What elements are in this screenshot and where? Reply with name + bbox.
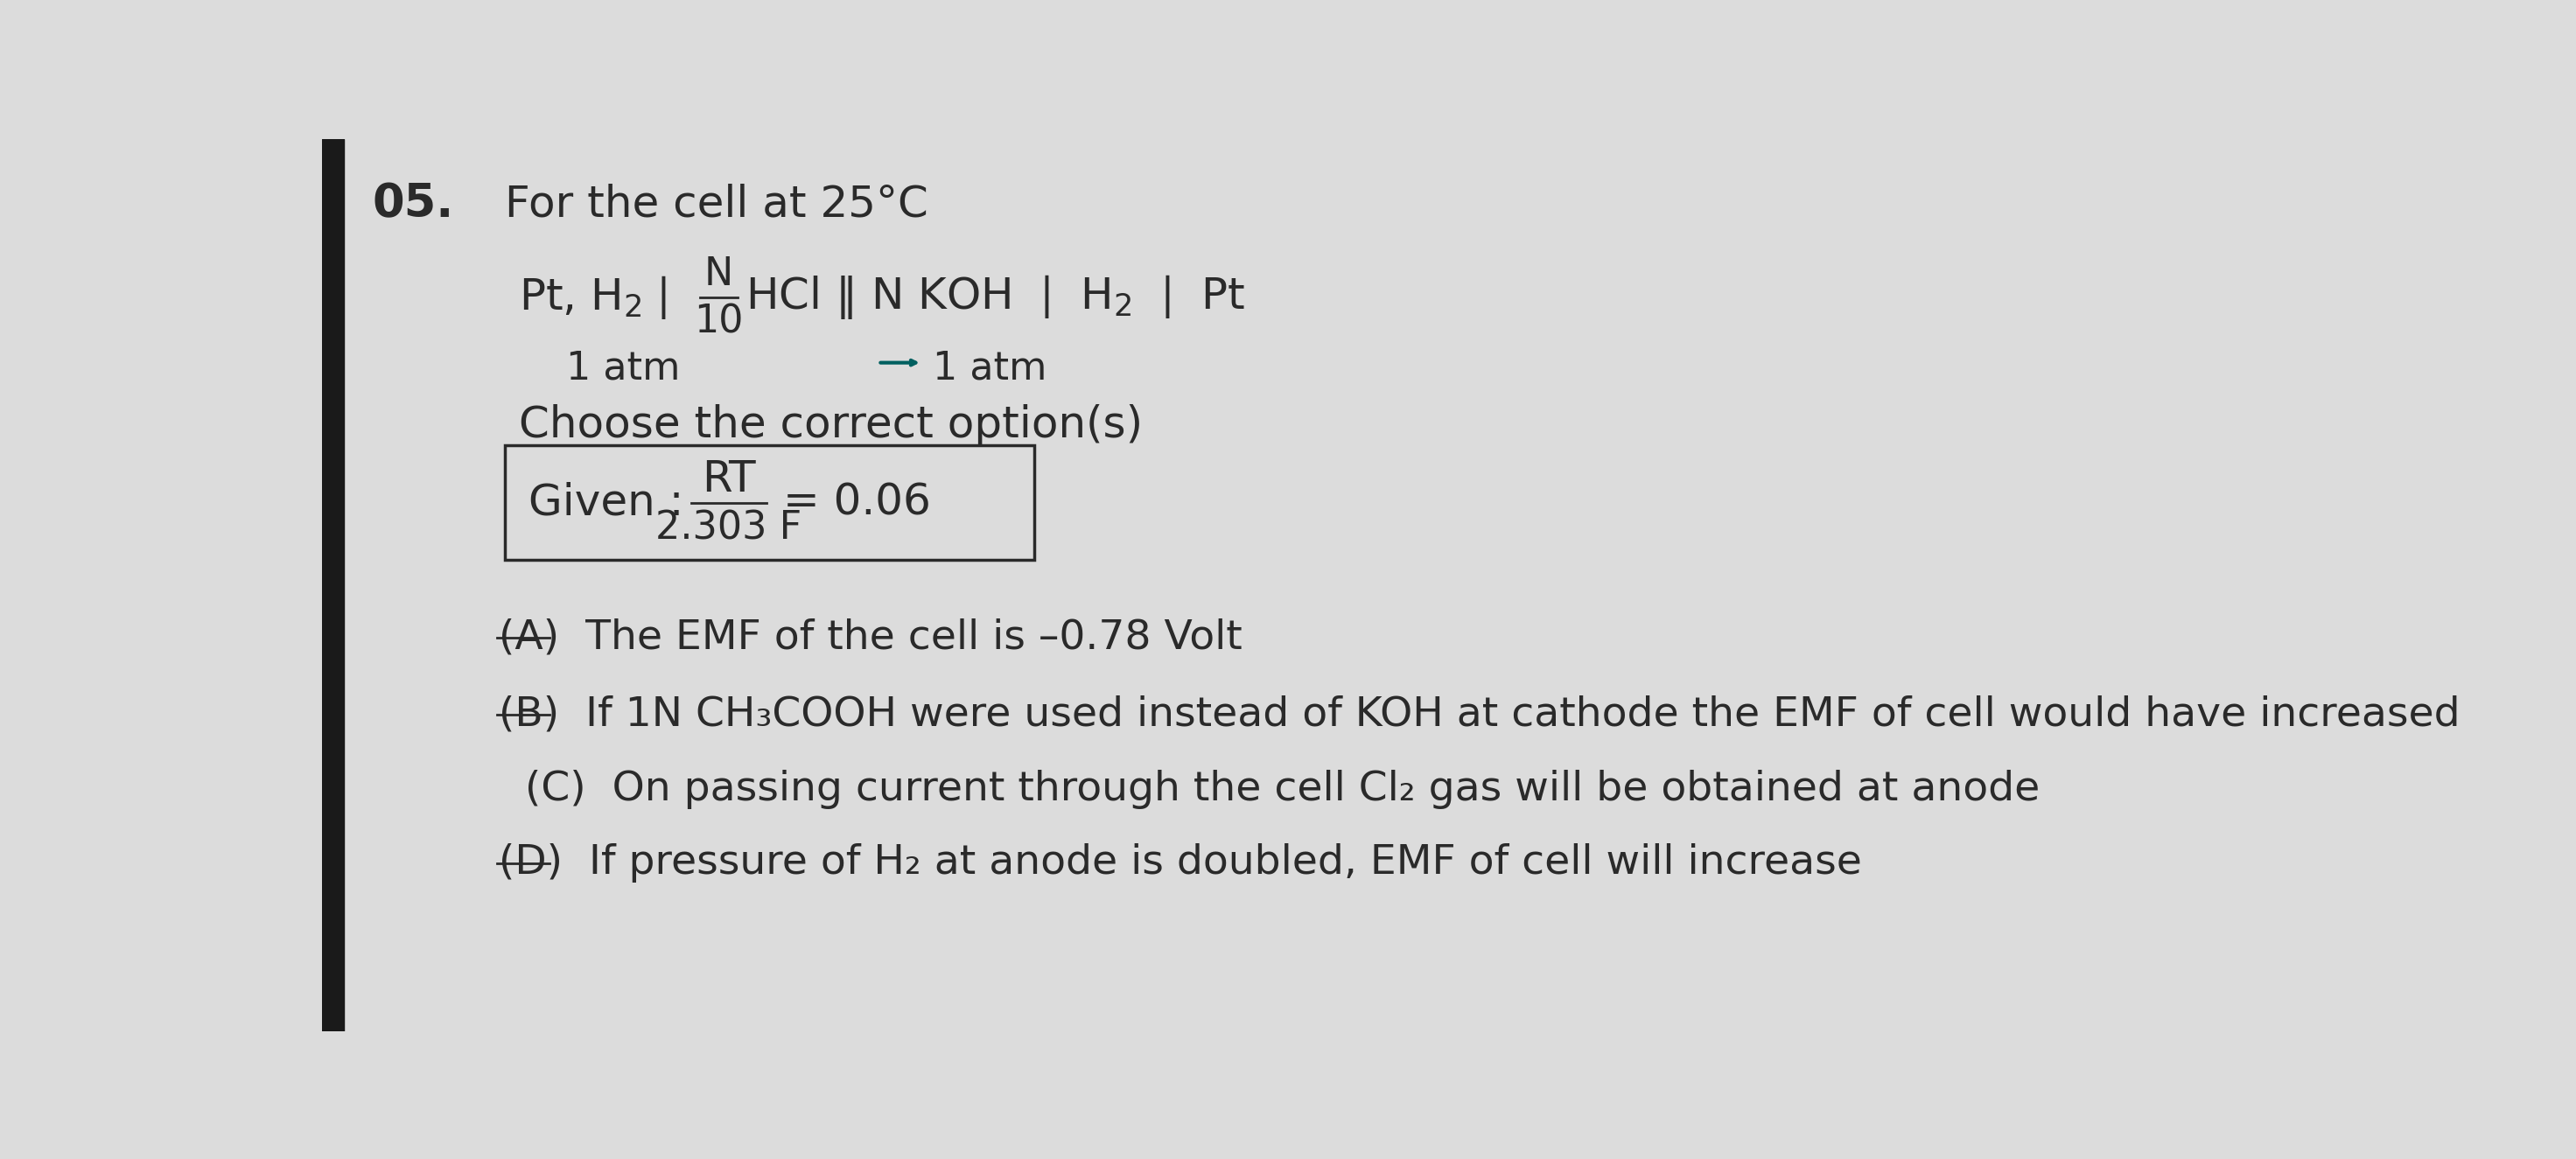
Text: 2.303 F: 2.303 F bbox=[657, 510, 801, 547]
Text: N: N bbox=[703, 255, 734, 292]
Text: (A)  The EMF of the cell is –0.78 Volt: (A) The EMF of the cell is –0.78 Volt bbox=[497, 618, 1242, 657]
Text: (D)  If pressure of H₂ at anode is doubled, EMF of cell will increase: (D) If pressure of H₂ at anode is double… bbox=[497, 844, 1862, 883]
Text: For the cell at 25°C: For the cell at 25°C bbox=[505, 183, 927, 225]
Text: HCl $\|$ N KOH $\mid$ H$_2$ $\mid$ Pt: HCl $\|$ N KOH $\mid$ H$_2$ $\mid$ Pt bbox=[747, 274, 1247, 321]
Text: RT: RT bbox=[701, 458, 755, 501]
Text: (B)  If 1N CH₃COOH were used instead of KOH at cathode the EMF of cell would hav: (B) If 1N CH₃COOH were used instead of K… bbox=[497, 695, 2460, 735]
Text: 1 atm: 1 atm bbox=[933, 349, 1046, 387]
Text: 10: 10 bbox=[693, 304, 744, 341]
Bar bbox=[322, 139, 343, 1032]
Text: Choose the correct option(s): Choose the correct option(s) bbox=[518, 404, 1144, 446]
Text: Pt, H$_2$$\mid$: Pt, H$_2$$\mid$ bbox=[518, 274, 667, 321]
Text: 1 atm: 1 atm bbox=[567, 349, 680, 387]
Text: (C)  On passing current through the cell Cl₂ gas will be obtained at anode: (C) On passing current through the cell … bbox=[526, 770, 2040, 809]
Text: 05.: 05. bbox=[374, 182, 453, 227]
Text: = 0.06: = 0.06 bbox=[783, 482, 930, 524]
Text: Given :: Given : bbox=[528, 482, 685, 524]
